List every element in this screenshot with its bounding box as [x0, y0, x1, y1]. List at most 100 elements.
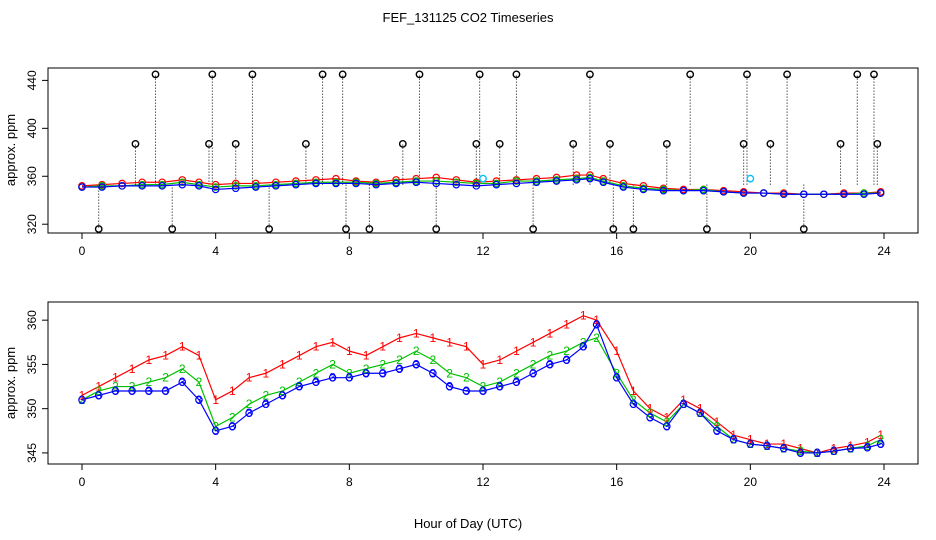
top-cyan-point [479, 174, 487, 183]
bottom-point-level3 [78, 396, 86, 404]
top-point-level3 [118, 182, 126, 190]
top-point-level3 [292, 180, 300, 189]
bottom-series-label-level2: 2 [196, 375, 203, 389]
bottom-series-label-level1: 1 [647, 402, 654, 416]
top-y-tick-label: 400 [25, 118, 39, 138]
top-flag-point [131, 140, 140, 148]
top-point-level3 [158, 182, 167, 190]
bottom-series-label-level2: 2 [764, 439, 771, 453]
bottom-series-label-level1: 1 [513, 344, 520, 358]
bottom-series-label-level1: 1 [797, 441, 804, 455]
bottom-series-label-level2: 2 [95, 384, 102, 398]
top-flag-point [739, 140, 748, 148]
top-y-axis-label: approx. ppm [3, 114, 18, 186]
top-point-level2 [178, 178, 187, 187]
top-flag-point [606, 140, 614, 148]
bottom-series-label-level3: 3 [112, 384, 119, 398]
bottom-series-label-level3: 3 [697, 406, 704, 420]
bottom-series-label-level2: 2 [162, 371, 169, 385]
bottom-series-label-level1: 1 [663, 411, 670, 425]
top-point-level3 [432, 179, 441, 188]
top-flag-point [231, 140, 240, 148]
bottom-series-label-level1: 1 [79, 388, 86, 402]
bottom-point-level3 [178, 378, 187, 386]
bottom-point-level3 [128, 387, 136, 395]
top-y-tick-label: 320 [25, 214, 39, 234]
top-flag-point [265, 225, 274, 233]
bottom-series-label-level2: 2 [530, 357, 537, 371]
bottom-series-label-level2: 2 [430, 353, 437, 367]
top-flag-point [836, 140, 845, 148]
bottom-series-label-level3: 3 [413, 357, 420, 371]
bottom-point-level3 [876, 440, 885, 448]
bottom-series-label-level2: 2 [864, 439, 871, 453]
bottom-series-label-level2: 2 [814, 446, 821, 460]
top-point-level3 [312, 179, 320, 188]
bottom-series-label-level3: 3 [563, 353, 570, 367]
bottom-x-tick-label: 24 [877, 475, 891, 489]
top-y-axis: 320 360 400 440 [25, 70, 48, 234]
top-point-level3 [78, 183, 86, 191]
bottom-point-level3 [462, 387, 471, 395]
top-point-level3 [178, 180, 187, 189]
bottom-series-label-level1: 1 [246, 371, 253, 385]
top-point-level3 [876, 189, 885, 197]
bottom-series-label-level2: 2 [212, 419, 219, 433]
top-flag-point [318, 70, 327, 79]
top-x-tick-label: 0 [79, 244, 86, 258]
top-point-level3 [779, 190, 788, 199]
bottom-series-label-level1: 1 [396, 331, 403, 345]
top-flag-point [743, 70, 751, 79]
top-point-level3 [492, 180, 501, 189]
bottom-series-label-level3: 3 [480, 384, 487, 398]
top-point-level1 [118, 179, 126, 188]
bottom-x-tick-label: 12 [476, 475, 490, 489]
bottom-series-label-level1: 1 [530, 335, 537, 349]
bottom-series-label-level2: 2 [129, 380, 136, 394]
bottom-series-label-level3: 3 [396, 362, 403, 376]
bottom-point-level3 [429, 369, 437, 378]
bottom-series-label-level2: 2 [346, 366, 353, 380]
bottom-series-label-level3: 3 [730, 433, 737, 447]
top-x-tick-label: 16 [610, 244, 624, 258]
top-flag-point [662, 140, 671, 148]
bottom-series-label-level2: 2 [379, 357, 386, 371]
bottom-point-level3 [111, 387, 120, 395]
bottom-point-level3 [746, 440, 755, 448]
top-flag-point [205, 140, 213, 148]
bottom-series-label-level1: 1 [379, 340, 386, 354]
bottom-series-label-level3: 3 [463, 384, 470, 398]
bottom-series-label-level2: 2 [747, 437, 754, 451]
bottom-point-level3 [211, 426, 220, 435]
top-point-level2 [472, 179, 481, 188]
bottom-series-label-level2: 2 [513, 366, 520, 380]
bottom-series-label-level3: 3 [877, 437, 884, 451]
chart-title: FEF_131125 CO2 Timeseries [383, 10, 554, 25]
bottom-series-label-level1: 1 [95, 380, 102, 394]
bottom-series-label-level1: 1 [179, 340, 186, 354]
bottom-series-label-level1: 1 [430, 331, 437, 345]
top-flag-point [609, 225, 618, 233]
top-flag-point [799, 225, 808, 233]
top-flag-point [415, 70, 424, 79]
bottom-series-label-level1: 1 [831, 441, 838, 455]
bottom-point-level3 [846, 444, 855, 453]
bottom-series-label-level3: 3 [129, 384, 136, 398]
top-point-level3 [759, 189, 768, 197]
top-x-tick-label: 4 [212, 244, 219, 258]
bottom-point-level3 [378, 369, 387, 378]
top-x-tick-label: 12 [476, 244, 490, 258]
bottom-series-label-level3: 3 [780, 441, 787, 455]
bottom-y-tick-label: 355 [25, 354, 39, 374]
bottom-series-label-level3: 3 [847, 441, 854, 455]
top-point-level3 [332, 179, 340, 188]
bottom-series-label-level2: 2 [647, 406, 654, 420]
top-point-level2 [211, 183, 220, 191]
top-point-level3 [860, 190, 868, 199]
top-plot-frame [47, 67, 919, 234]
bottom-y-tick-label: 360 [25, 310, 39, 330]
bottom-series-label-level2: 2 [446, 366, 453, 380]
bottom-series-label-level1: 1 [145, 353, 152, 367]
top-point-level3 [679, 186, 688, 195]
bottom-point-level3 [863, 443, 872, 452]
